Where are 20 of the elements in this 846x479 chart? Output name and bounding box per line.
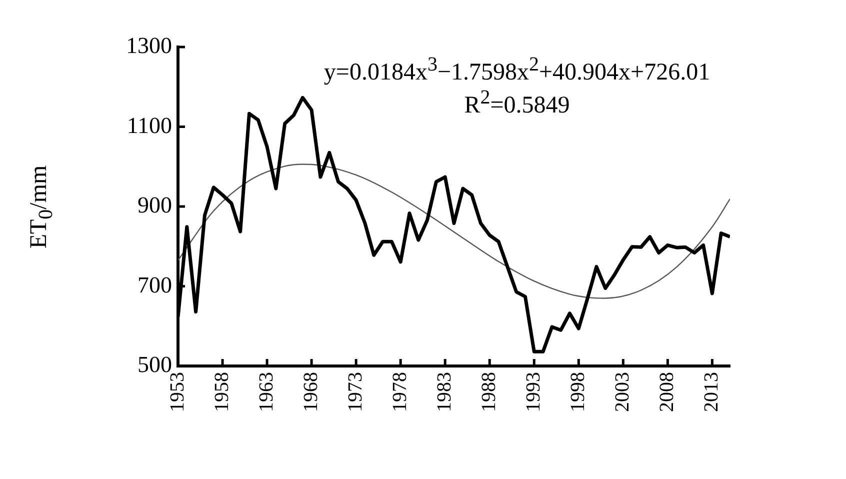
x-tick-label: 1953: [166, 372, 188, 412]
x-tick-label: 1983: [433, 372, 456, 412]
y-tick-label: 900: [138, 192, 172, 218]
x-tick-label: 2008: [656, 372, 678, 412]
x-tick-label: 1973: [344, 372, 366, 412]
x-tick-label: 1978: [388, 372, 411, 412]
y-tick-label: 1300: [126, 33, 172, 58]
annotation: R$^{2}$=0.5849: [464, 86, 570, 120]
y-tick-label: 1100: [126, 112, 172, 138]
x-tick-label: 1968: [300, 372, 322, 412]
x-tick-label: 2003: [611, 372, 634, 412]
x-tick-label: 1988: [478, 372, 500, 412]
annotation: y=0.0184x$^{3}$−1.7598x$^{2}$+40.904x+726.01: [324, 54, 710, 86]
x-tick-label: 1993: [522, 372, 544, 412]
x-tick-label: 1998: [566, 372, 589, 412]
x-tick-label: 2013: [700, 372, 722, 412]
y-tick-label: 700: [138, 272, 172, 298]
x-tick-label: 1958: [210, 372, 233, 412]
line-series: [178, 164, 730, 299]
x-tick-label: 1963: [255, 372, 278, 412]
